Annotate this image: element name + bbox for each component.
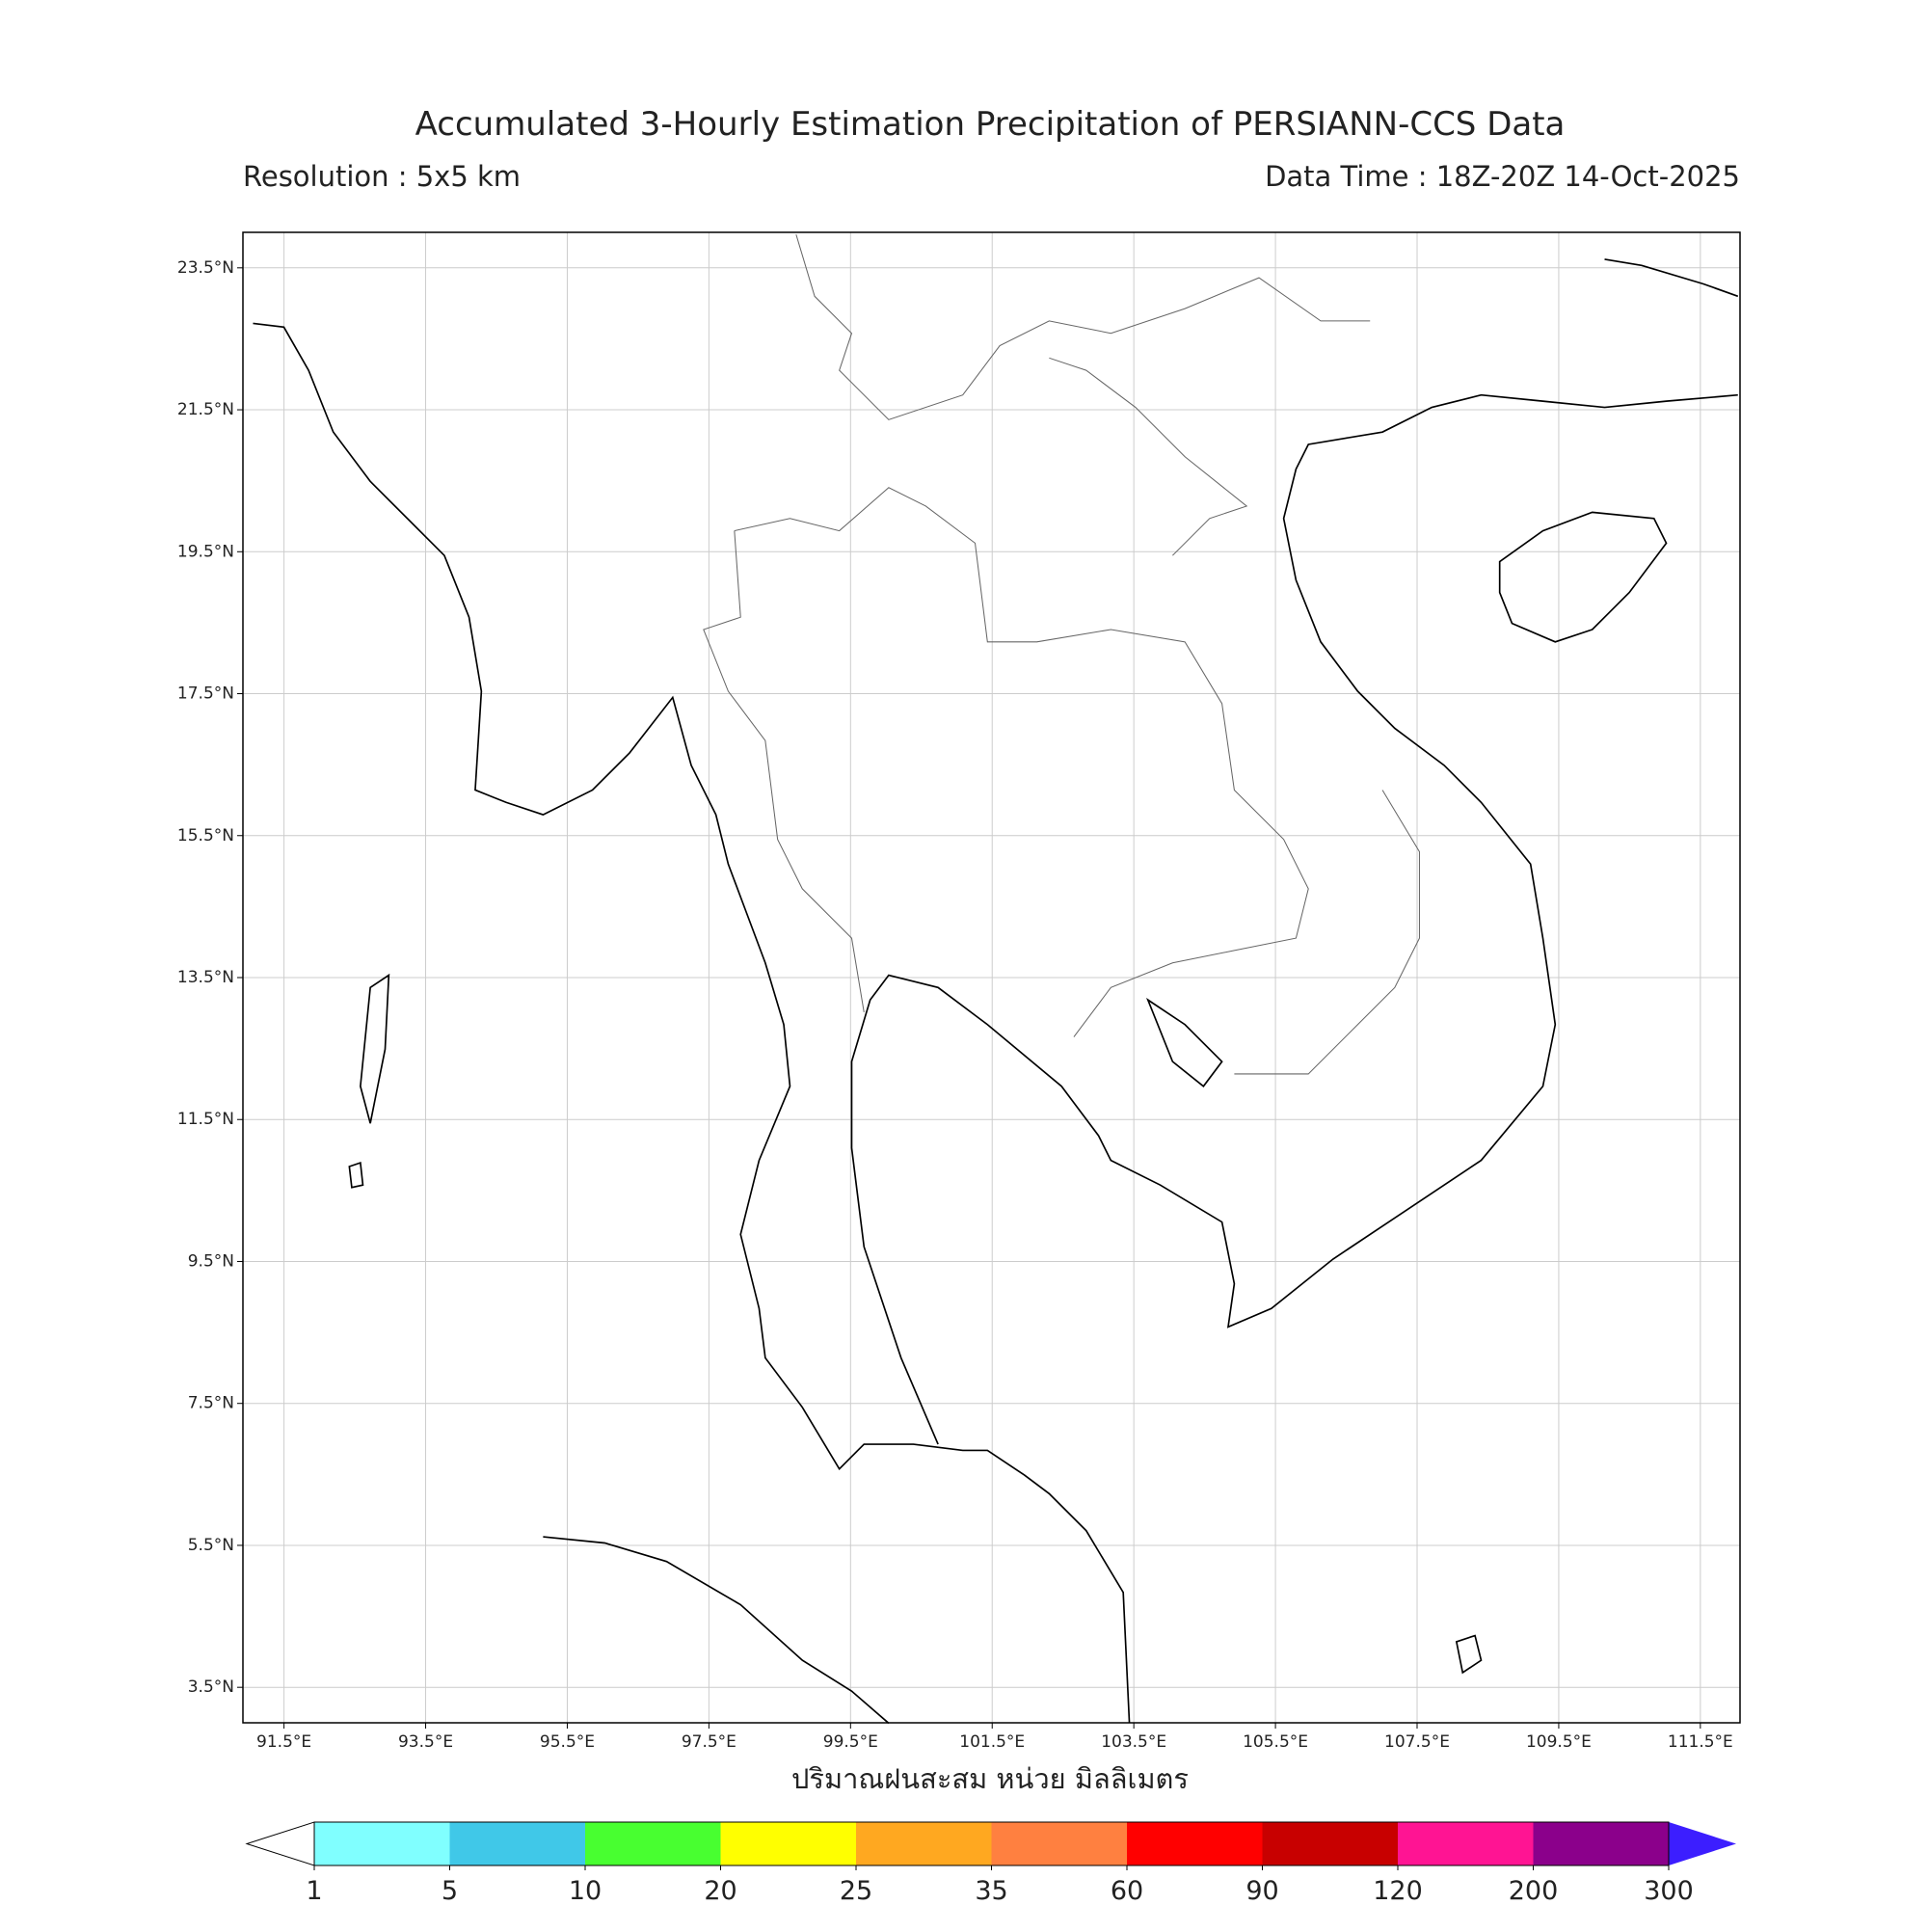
colorbar-tick-label: 300 — [1644, 1876, 1694, 1906]
colorbar-bin — [720, 1822, 857, 1865]
coastlines — [253, 258, 1739, 1725]
colorbar-tick-label: 120 — [1373, 1876, 1423, 1906]
y-tick-label: 15.5°N — [177, 826, 234, 845]
grid — [243, 232, 1740, 1723]
colorbar-tick-label: 25 — [840, 1876, 872, 1906]
colorbar-bin — [991, 1822, 1128, 1865]
y-tick-label: 11.5°N — [177, 1110, 234, 1129]
colorbar-tick-label: 5 — [442, 1876, 458, 1906]
colorbar-bin — [314, 1822, 450, 1865]
borders — [703, 234, 1420, 1075]
colorbar-tick-label: 1 — [306, 1876, 322, 1906]
y-tick-label: 3.5°N — [188, 1677, 234, 1697]
colorbar-bin — [585, 1822, 721, 1865]
colorbar-bin — [1262, 1822, 1399, 1865]
colorbar-tick-label: 35 — [975, 1876, 1007, 1906]
x-tick-label: 103.5°E — [1101, 1732, 1166, 1752]
colorbar-bin — [856, 1822, 992, 1865]
colorbar-bin — [1533, 1822, 1670, 1865]
y-tick-label: 21.5°N — [177, 400, 234, 419]
x-tick-label: 97.5°E — [682, 1732, 736, 1752]
y-tick-label: 19.5°N — [177, 542, 234, 561]
colorbar: 1 5 10 20 25 35 60 90 120 200 300 — [245, 1821, 1736, 1906]
colorbar-over — [1669, 1822, 1736, 1865]
colorbar-tick-label: 60 — [1111, 1876, 1143, 1906]
title: Accumulated 3-Hourly Estimation Precipit… — [415, 105, 1566, 144]
x-tick-label: 107.5°E — [1384, 1732, 1450, 1752]
y-tick-label: 17.5°N — [177, 684, 234, 704]
y-tick-label: 13.5°N — [177, 968, 234, 987]
x-tick-label: 105.5°E — [1243, 1732, 1308, 1752]
colorbar-tick-label: 20 — [704, 1876, 736, 1906]
resolution: Resolution : 5x5 km — [243, 160, 521, 193]
x-tick-label: 93.5°E — [398, 1732, 453, 1752]
data-time: Data Time : 18Z-20Z 14-Oct-2025 — [1265, 160, 1740, 193]
x-tick-label: 111.5°E — [1668, 1732, 1733, 1752]
x-tick-label: 99.5°E — [823, 1732, 878, 1752]
y-tick-label: 5.5°N — [188, 1536, 234, 1555]
y-tick-label: 23.5°N — [177, 258, 234, 278]
colorbar-tick-label: 10 — [569, 1876, 602, 1906]
colorbar-label: ปริมาณฝนสะสม หน่วย มิลลิเมตร — [791, 1762, 1189, 1795]
colorbar-under — [245, 1821, 315, 1866]
y-tick-label: 9.5°N — [188, 1251, 234, 1271]
colorbar-tick-label: 200 — [1509, 1876, 1559, 1906]
colorbar-bin — [449, 1822, 586, 1865]
x-tick-label: 95.5°E — [540, 1732, 595, 1752]
y-tick-label: 7.5°N — [188, 1394, 234, 1413]
x-tick-label: 109.5°E — [1526, 1732, 1592, 1752]
colorbar-bin — [1127, 1822, 1263, 1865]
x-tick-label: 91.5°E — [256, 1732, 311, 1752]
colorbar-bin — [1398, 1822, 1534, 1865]
colorbar-tick-label: 90 — [1245, 1876, 1278, 1906]
x-tick-label: 101.5°E — [959, 1732, 1025, 1752]
